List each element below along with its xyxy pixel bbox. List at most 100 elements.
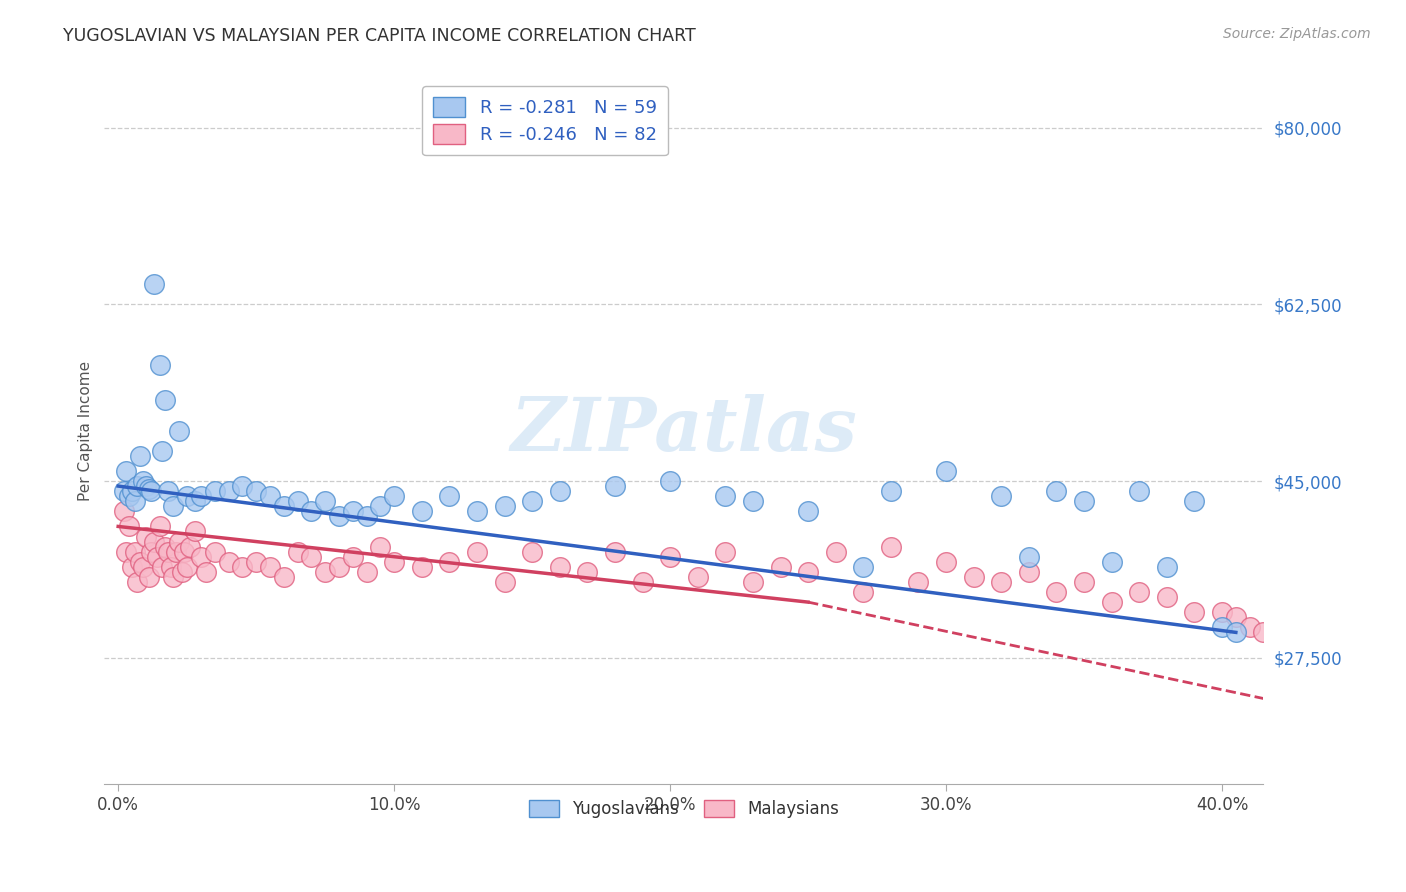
Point <box>115 464 138 478</box>
Point <box>287 494 309 508</box>
Point <box>411 504 433 518</box>
Point <box>314 565 336 579</box>
Point <box>548 484 571 499</box>
Point <box>439 555 461 569</box>
Point <box>769 559 792 574</box>
Point <box>184 524 207 539</box>
Point <box>273 570 295 584</box>
Point <box>465 504 488 518</box>
Point <box>990 489 1012 503</box>
Point <box>1239 620 1261 634</box>
Point <box>1128 484 1150 499</box>
Point <box>156 544 179 558</box>
Point <box>439 489 461 503</box>
Point <box>1184 605 1206 619</box>
Point <box>1348 726 1371 740</box>
Point <box>118 489 141 503</box>
Point <box>138 570 160 584</box>
Point <box>1225 625 1247 640</box>
Point <box>797 504 820 518</box>
Point <box>129 449 152 463</box>
Point <box>231 479 253 493</box>
Point <box>382 555 405 569</box>
Point <box>143 534 166 549</box>
Point <box>935 464 957 478</box>
Point <box>342 549 364 564</box>
Point <box>686 570 709 584</box>
Point <box>1156 590 1178 604</box>
Point <box>880 540 903 554</box>
Point <box>127 574 149 589</box>
Point <box>1018 549 1040 564</box>
Point <box>1211 605 1233 619</box>
Point <box>150 443 173 458</box>
Point <box>907 574 929 589</box>
Point <box>852 559 875 574</box>
Point <box>170 565 193 579</box>
Point <box>141 484 163 499</box>
Point <box>204 484 226 499</box>
Point <box>1253 625 1275 640</box>
Point <box>963 570 986 584</box>
Point <box>465 544 488 558</box>
Point <box>245 484 267 499</box>
Point <box>1128 585 1150 599</box>
Point <box>520 544 543 558</box>
Point <box>135 529 157 543</box>
Text: ZIPatlas: ZIPatlas <box>510 394 858 467</box>
Y-axis label: Per Capita Income: Per Capita Income <box>79 360 93 500</box>
Point <box>1294 665 1316 680</box>
Point <box>1308 676 1330 690</box>
Point <box>124 544 146 558</box>
Point <box>148 358 170 372</box>
Point <box>1334 706 1357 720</box>
Point <box>548 559 571 574</box>
Point <box>1045 484 1067 499</box>
Point <box>153 540 176 554</box>
Point <box>115 544 138 558</box>
Point <box>1225 610 1247 624</box>
Point <box>190 489 212 503</box>
Point <box>411 559 433 574</box>
Point <box>328 559 350 574</box>
Point <box>1322 686 1344 700</box>
Point <box>576 565 599 579</box>
Point <box>299 549 322 564</box>
Point <box>190 549 212 564</box>
Point <box>118 519 141 533</box>
Point <box>153 393 176 408</box>
Point <box>159 559 181 574</box>
Point <box>179 540 201 554</box>
Point <box>631 574 654 589</box>
Point <box>880 484 903 499</box>
Point <box>167 424 190 438</box>
Point <box>135 479 157 493</box>
Point <box>741 494 763 508</box>
Point <box>146 549 169 564</box>
Point <box>741 574 763 589</box>
Point <box>245 555 267 569</box>
Point <box>287 544 309 558</box>
Point <box>204 544 226 558</box>
Legend: Yugoslavians, Malaysians: Yugoslavians, Malaysians <box>522 793 846 825</box>
Point <box>603 544 626 558</box>
Point <box>148 519 170 533</box>
Point <box>112 484 135 499</box>
Point <box>218 484 240 499</box>
Point <box>259 489 281 503</box>
Point <box>714 489 737 503</box>
Point <box>231 559 253 574</box>
Point <box>124 494 146 508</box>
Point <box>852 585 875 599</box>
Point <box>176 489 198 503</box>
Point <box>1101 555 1123 569</box>
Point <box>156 484 179 499</box>
Point <box>184 494 207 508</box>
Point <box>195 565 218 579</box>
Point <box>259 559 281 574</box>
Point <box>370 500 392 514</box>
Point <box>132 559 155 574</box>
Point <box>218 555 240 569</box>
Point <box>797 565 820 579</box>
Point <box>121 484 143 499</box>
